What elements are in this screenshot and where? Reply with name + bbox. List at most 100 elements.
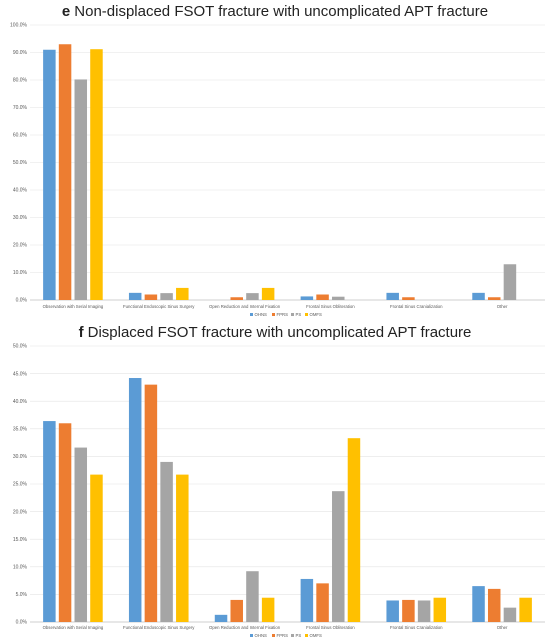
legend-swatch-ps [291, 634, 294, 637]
panel-e-title-text: Non-displaced FSOT fracture with uncompl… [74, 3, 488, 20]
x-category-label: Observation with Serial Imaging [43, 625, 104, 630]
panel-f-title: f Displaced FSOT fracture with uncomplica… [79, 324, 472, 341]
x-category-label: Observation with Serial Imaging [43, 304, 104, 309]
bar-omfs [347, 438, 361, 622]
y-tick-label: 5.0% [16, 592, 28, 598]
x-category-label: Other [497, 304, 508, 309]
y-tick-label: 50.0% [13, 344, 28, 350]
panel-f-title-text: Displaced FSOT fracture with uncomplicat… [88, 324, 472, 341]
y-tick-label: 30.0% [13, 215, 28, 221]
bar-ohns [472, 586, 485, 622]
bar-ps [503, 264, 517, 300]
bar-fprs [402, 297, 415, 300]
bar-fprs [487, 588, 501, 622]
bar-omfs [433, 597, 447, 622]
bar-omfs [176, 287, 189, 300]
y-tick-label: 30.0% [13, 454, 28, 460]
bar-ps [160, 461, 173, 622]
legend-swatch-ohns [250, 634, 253, 637]
x-category-label: Open Reduction and Internal Fixation [209, 304, 281, 309]
bar-omfs [261, 287, 275, 300]
x-category-label: Other [497, 625, 508, 630]
bar-omfs [90, 474, 103, 622]
bar-omfs [261, 597, 275, 622]
bar-omfs [90, 49, 103, 301]
bar-ps [332, 296, 345, 300]
bar-ps [417, 600, 431, 622]
bar-fprs [58, 423, 72, 622]
y-tick-label: 40.0% [13, 188, 28, 194]
legend-label-fprs: FPRS [277, 312, 289, 317]
y-tick-label: 0.0% [16, 298, 28, 304]
y-tick-label: 70.0% [13, 105, 28, 111]
legend-swatch-fprs [272, 634, 275, 637]
bar-ps [503, 607, 517, 622]
legend-label-omfs: OMFS [310, 312, 323, 317]
legend-label-ohns: OHNS [255, 312, 268, 317]
legend-label-ps: PS [296, 633, 302, 638]
y-tick-label: 60.0% [13, 133, 28, 139]
x-category-label: Functional Endoscopic Sinus Surgery [123, 304, 195, 309]
bar-ps [332, 491, 345, 622]
bar-ohns [128, 378, 142, 622]
y-tick-label: 10.0% [13, 270, 28, 276]
bar-fprs [144, 384, 158, 622]
bar-ohns [386, 600, 399, 622]
bar-ps [74, 79, 88, 300]
bar-omfs [176, 474, 189, 622]
y-tick-label: 20.0% [13, 243, 28, 249]
bar-ohns [300, 296, 314, 300]
bar-ps [246, 293, 259, 300]
x-category-label: Frontal Sinus Obliteration [306, 625, 355, 630]
legend-swatch-fprs [272, 313, 275, 316]
bar-ohns [43, 421, 56, 622]
legend-swatch-omfs [305, 634, 308, 637]
y-tick-label: 20.0% [13, 509, 28, 515]
y-tick-label: 10.0% [13, 565, 28, 571]
bar-ohns [43, 49, 56, 300]
bar-ohns [472, 292, 485, 300]
panel-e-chart: 0.0% 10.0% 20.0% 30.0% 40.0% 50.0% 60.0% 70.0% 8… [10, 23, 545, 317]
x-category-label: Frontal Sinus Obliteration [306, 304, 355, 309]
x-category-label: Open Reduction and Internal Fixation [209, 625, 281, 630]
legend-swatch-omfs [305, 313, 308, 316]
y-tick-label: 40.0% [13, 399, 28, 405]
bar-ohns [128, 292, 142, 300]
y-tick-label: 45.0% [13, 371, 28, 377]
panel-e-title: e Non-displaced FSOT fracture with uncomp… [62, 3, 488, 20]
legend-label-ohns: OHNS [255, 633, 268, 638]
bar-ps [160, 293, 173, 300]
bar-fprs [402, 599, 415, 622]
bar-ohns [214, 614, 228, 622]
x-category-label: Functional Endoscopic Sinus Surgery [123, 625, 195, 630]
bar-fprs [58, 44, 72, 300]
y-tick-label: 35.0% [13, 427, 28, 433]
y-tick-label: 25.0% [13, 482, 28, 488]
y-tick-label: 100.0% [10, 23, 28, 29]
legend-label-fprs: FPRS [277, 633, 289, 638]
y-tick-label: 80.0% [13, 78, 28, 84]
bar-omfs [519, 597, 532, 622]
panel-e-letter: e [62, 3, 70, 20]
bar-ohns [300, 578, 314, 622]
bar-ps [74, 447, 88, 622]
bar-fprs [230, 297, 243, 300]
bar-fprs [144, 294, 158, 300]
bar-fprs [316, 294, 329, 300]
panel-f-letter: f [79, 324, 85, 341]
bar-fprs [316, 583, 329, 622]
bar-fprs [487, 297, 501, 300]
bar-ps [246, 571, 259, 622]
legend-label-ps: PS [296, 312, 302, 317]
bar-ohns [386, 292, 399, 300]
legend-label-omfs: OMFS [310, 633, 323, 638]
x-category-label: Frontal Sinus Cranialization [390, 625, 443, 630]
y-tick-label: 0.0% [16, 620, 28, 626]
x-category-label: Frontal Sinus Cranialization [390, 304, 443, 309]
bar-fprs [230, 599, 243, 622]
y-tick-label: 50.0% [13, 160, 28, 166]
y-tick-label: 15.0% [13, 537, 28, 543]
legend-swatch-ohns [250, 313, 253, 316]
y-tick-label: 90.0% [13, 50, 28, 56]
